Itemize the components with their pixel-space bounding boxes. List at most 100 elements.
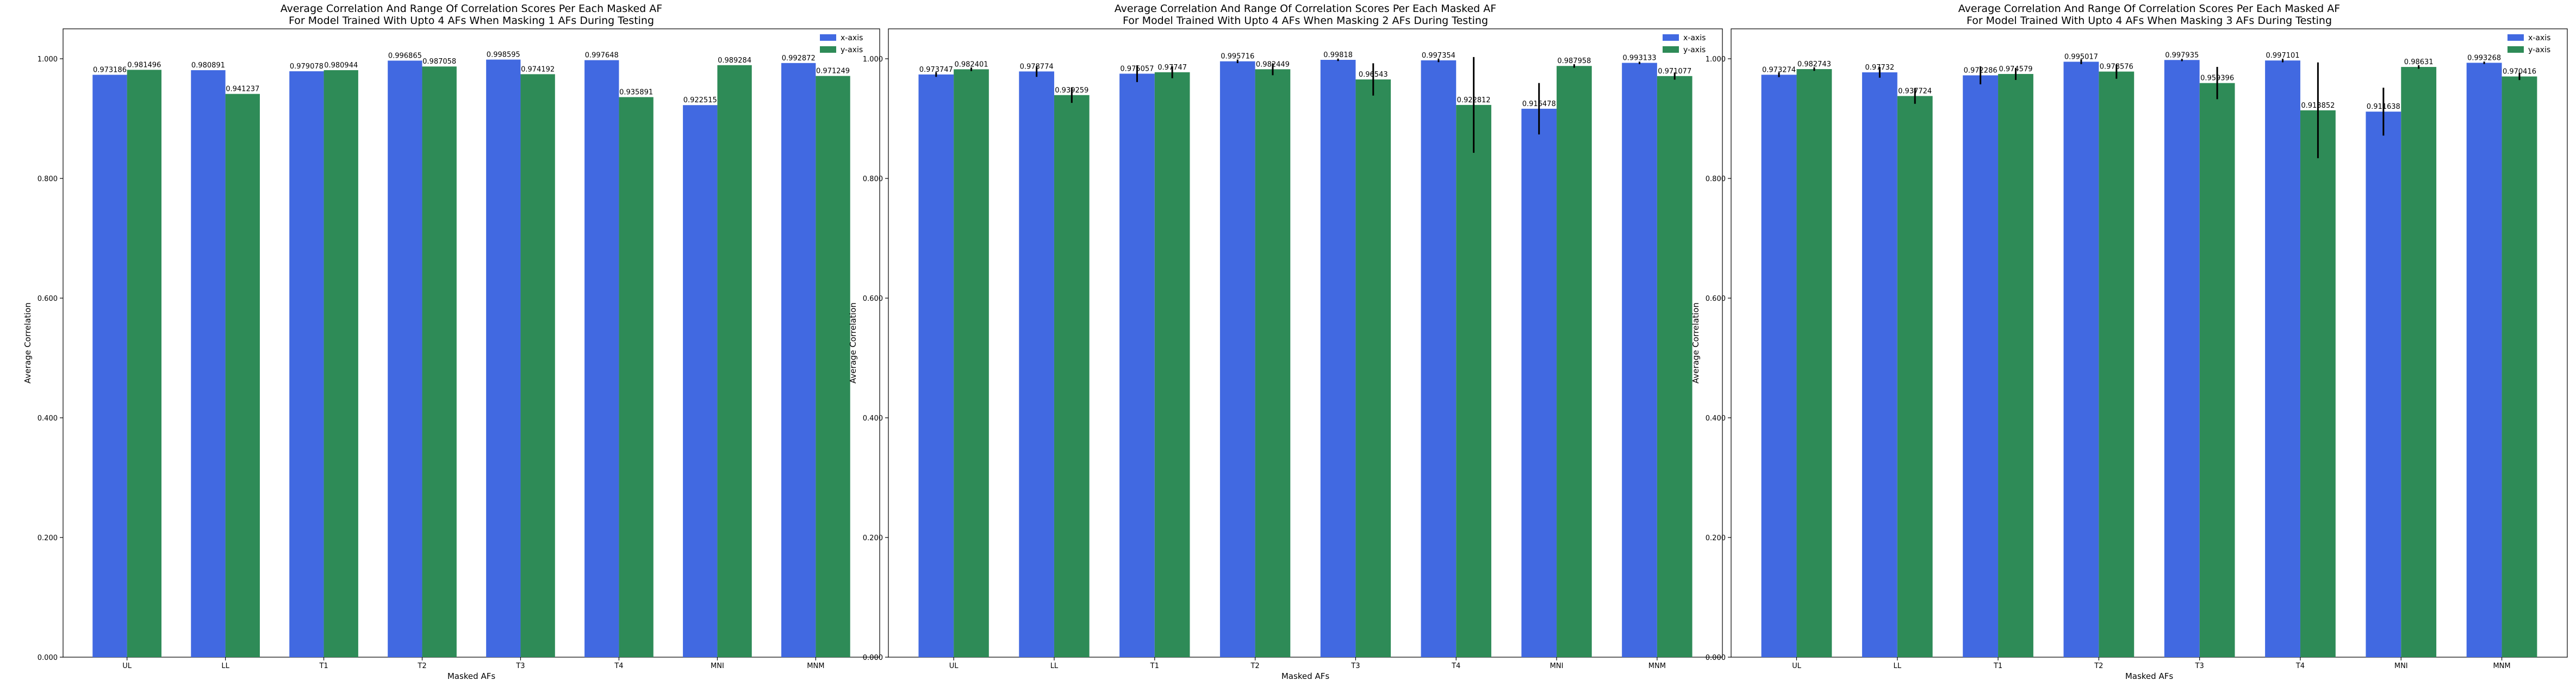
bar-x-axis-LL (1019, 71, 1054, 657)
data-label: 0.974579 (1999, 65, 2032, 73)
y-tick-label: 0.600 (1706, 295, 1726, 303)
data-label: 0.972286 (1964, 66, 1998, 75)
bar-y-axis-MNI (1557, 66, 1592, 657)
data-label: 0.989284 (718, 57, 751, 65)
data-label: 0.96543 (1359, 71, 1388, 79)
data-label: 0.97747 (1158, 64, 1187, 72)
bar-y-axis-T3 (2199, 83, 2235, 657)
bar-y-axis-T2 (1255, 69, 1291, 657)
bar-y-axis-T3 (1355, 79, 1391, 658)
bar-x-axis-MNM (781, 63, 816, 657)
legend-swatch-y-axis (820, 46, 836, 53)
x-tick-label: UL (122, 662, 132, 670)
legend-entry: y-axis (841, 46, 863, 54)
bar-x-axis-T1 (1119, 73, 1155, 658)
data-label: 0.982743 (1797, 60, 1831, 69)
bar-x-axis-T3 (486, 59, 521, 657)
data-label: 0.959396 (2200, 75, 2234, 83)
x-axis-label: Masked AFs (2125, 671, 2174, 681)
bar-x-axis-T2 (1219, 61, 1255, 657)
y-tick-label: 0.000 (38, 654, 58, 662)
data-label: 0.939259 (1055, 86, 1088, 95)
y-tick-label: 0.400 (38, 415, 58, 423)
data-label: 0.970416 (2503, 68, 2536, 76)
x-tick-label: T3 (1351, 662, 1360, 670)
x-tick-label: MNM (1648, 662, 1666, 670)
x-tick-label: LL (221, 662, 229, 670)
data-label: 0.922812 (1457, 96, 1491, 104)
legend-swatch-x-axis (1663, 34, 1679, 41)
data-label: 0.995017 (2064, 53, 2098, 61)
bar-x-axis-T2 (388, 60, 422, 658)
data-label: 0.987958 (1557, 57, 1591, 65)
plot-frame (1731, 28, 2568, 658)
bar-x-axis-T2 (2063, 61, 2099, 657)
data-label: 0.996865 (388, 52, 422, 60)
data-label: 0.993133 (1623, 54, 1657, 63)
bar-y-axis-T4 (619, 97, 654, 657)
x-tick-label: T2 (417, 662, 426, 670)
y-tick-label: 1.000 (1706, 55, 1726, 64)
data-label: 0.916478 (1522, 100, 1556, 108)
y-tick-label: 0.600 (863, 295, 883, 303)
data-label: 0.981496 (127, 61, 161, 69)
data-label: 0.997648 (585, 52, 619, 60)
chart-title: Average Correlation And Range Of Correla… (1958, 3, 2340, 15)
data-label: 0.941237 (226, 85, 259, 94)
x-tick-label: MNM (807, 662, 824, 670)
chart-panel-2: Average Correlation And Range Of Correla… (848, 3, 1723, 681)
x-axis-label: Masked AFs (447, 671, 496, 681)
x-tick-label: UL (1792, 662, 1802, 670)
chart-subtitle: For Model Trained With Upto 4 AFs When M… (1123, 15, 1488, 27)
data-label: 0.978774 (1020, 63, 1054, 71)
legend: x-axis y-axis (2507, 34, 2550, 54)
bar-y-axis-UL (1796, 69, 1832, 658)
data-label: 0.971077 (1658, 67, 1691, 76)
x-tick-label: T2 (2094, 662, 2103, 670)
x-tick-label: T4 (614, 662, 623, 670)
x-tick-label: MNI (1550, 662, 1564, 670)
data-label: 0.995716 (1221, 53, 1254, 61)
x-tick-label: MNM (2493, 662, 2510, 670)
data-label: 0.971249 (816, 67, 850, 76)
data-label: 0.98631 (2404, 58, 2434, 66)
bar-x-axis-T1 (289, 71, 324, 658)
y-tick-label: 0.600 (38, 295, 58, 303)
y-tick-label: 0.800 (1706, 175, 1726, 183)
data-label: 0.979078 (290, 63, 323, 71)
data-label: 0.982401 (954, 60, 988, 69)
x-tick-label: T1 (1993, 662, 2002, 670)
y-tick-label: 0.400 (863, 415, 883, 423)
y-axis-label: Average Correlation (848, 302, 858, 384)
bar-x-axis-MNM (2466, 63, 2502, 658)
y-tick-label: 1.000 (38, 55, 58, 64)
legend-swatch-y-axis (2507, 46, 2524, 53)
chart-subtitle: For Model Trained With Upto 4 AFs When M… (1967, 15, 2332, 27)
bar-y-axis-T4 (2300, 110, 2336, 657)
bar-y-axis-T3 (520, 74, 555, 657)
chart-title: Average Correlation And Range Of Correla… (1115, 3, 1496, 15)
x-tick-label: LL (1050, 662, 1059, 670)
y-tick-label: 0.000 (1706, 654, 1726, 662)
bar-x-axis-MNM (1622, 63, 1657, 657)
bar-x-axis-MNI (1521, 108, 1557, 657)
legend-swatch-x-axis (820, 34, 836, 41)
data-label: 0.97732 (1865, 64, 1894, 72)
bar-y-axis-LL (1897, 96, 1933, 657)
x-tick-label: T1 (1150, 662, 1159, 670)
data-label: 0.922515 (683, 96, 717, 104)
bar-x-axis-MNI (683, 105, 718, 657)
y-tick-label: 0.800 (38, 175, 58, 183)
x-tick-label: T2 (1250, 662, 1259, 670)
x-tick-label: T3 (515, 662, 525, 670)
legend-entry: x-axis (2528, 34, 2550, 42)
bar-x-axis-T1 (1963, 75, 1999, 658)
data-label: 0.975057 (1120, 65, 1154, 73)
bar-x-axis-T3 (1320, 60, 1356, 658)
x-tick-label: LL (1893, 662, 1901, 670)
legend-entry: x-axis (841, 34, 863, 42)
bar-x-axis-T3 (2164, 60, 2200, 658)
bar-y-axis-MNI (717, 65, 752, 657)
bar-y-axis-LL (225, 94, 260, 658)
